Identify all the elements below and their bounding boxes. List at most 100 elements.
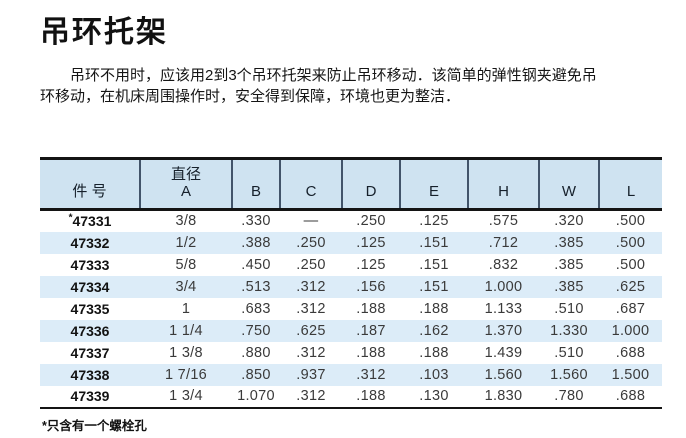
value-cell: .312 — [356, 366, 386, 383]
part-number-cell: 47335 — [70, 300, 110, 317]
part-number-cell: 47337 — [70, 344, 110, 361]
value-cell: — — [303, 213, 319, 230]
value-cell: .683 — [241, 300, 271, 317]
table-row: 47333 5/8 .450 .250 .125 .151 .832 .385 .500 — [40, 254, 662, 276]
table-body: *47331 3/8 .330 — .250 .125 .575 .320 .500 47332 1… — [40, 210, 662, 408]
value-cell: .250 — [296, 234, 326, 251]
value-cell: .510 — [554, 344, 584, 361]
table-row: 47337 1 3/8 .880 .312 .188 .188 1.439 .510 .688 — [40, 342, 662, 364]
value-cell: 5/8 — [175, 256, 197, 273]
table-row: 47334 3/4 .513 .312 .156 .151 1.000 .385 .625 — [40, 275, 662, 298]
value-cell: .450 — [241, 256, 271, 273]
value-cell: .625 — [615, 278, 646, 295]
table-row: *47331 3/8 .330 — .250 .125 .575 .320 .500 — [40, 210, 662, 232]
intro-line-1: 吊环不用时，应该用2到3个吊环托架来防止吊环移动．该简单的弹性钢夹避免吊 — [70, 67, 597, 84]
value-cell: .162 — [419, 322, 449, 339]
value-cell: 1.500 — [611, 366, 650, 383]
value-cell: .188 — [419, 300, 449, 317]
intro-paragraph: 吊环不用时，应该用2到3个吊环托架来防止吊环移动．该简单的弹性钢夹避免吊 环移动… — [40, 65, 664, 107]
value-cell: .188 — [356, 300, 386, 317]
value-cell: .385 — [554, 234, 584, 251]
column-header-d: D — [342, 158, 401, 210]
footnote-asterisk: * — [68, 212, 73, 224]
value-cell: .151 — [419, 234, 449, 251]
value-cell: .151 — [419, 278, 449, 295]
value-cell: 1.133 — [484, 300, 523, 317]
value-cell: .250 — [356, 213, 386, 230]
value-cell: .937 — [296, 366, 326, 383]
value-cell: 1.070 — [237, 388, 275, 404]
value-cell: 1/2 — [175, 234, 197, 251]
column-header-part: 件 号 — [40, 158, 141, 210]
table-row: 47332 1/2 .388 .250 .125 .151 .712 .385 .500 — [40, 231, 662, 254]
value-cell: .513 — [241, 278, 271, 295]
value-cell: .500 — [615, 256, 646, 273]
value-cell: .688 — [615, 388, 646, 404]
value-cell: 1.560 — [550, 366, 588, 383]
table-row: 47335 1 .683 .312 .188 .188 1.133 .510 .687 — [40, 298, 662, 320]
part-number-cell: *47331 — [68, 212, 112, 230]
value-cell: 3/4 — [175, 278, 197, 295]
value-cell: .330 — [241, 213, 271, 230]
value-cell: 3/8 — [175, 213, 197, 230]
column-header-b: B — [232, 158, 281, 210]
value-cell: 1 1/4 — [169, 322, 203, 339]
value-cell: .388 — [241, 234, 271, 251]
value-cell: .156 — [356, 278, 386, 295]
value-cell: .880 — [241, 344, 271, 361]
value-cell: .151 — [419, 256, 449, 273]
table-row: 47338 1 7/16 .850 .937 .312 .103 1.560 1.560 1.5… — [40, 363, 662, 386]
value-cell: .312 — [296, 300, 326, 317]
value-cell: .850 — [241, 366, 271, 383]
part-number-cell: 47332 — [70, 234, 110, 251]
value-cell: .188 — [356, 388, 386, 404]
page-title: 吊环托架 — [40, 16, 168, 49]
value-cell: 1.370 — [484, 322, 523, 339]
value-cell: 1 3/4 — [169, 388, 203, 404]
value-cell: .188 — [356, 344, 386, 361]
intro-line-2: 环移动，在机床周围操作时，安全得到保障，环境也更为整洁． — [40, 88, 461, 105]
value-cell: .320 — [554, 213, 584, 230]
value-cell: .500 — [615, 234, 646, 251]
value-cell: .780 — [554, 388, 584, 404]
value-cell: 1.830 — [484, 388, 523, 404]
part-number-cell: 47339 — [70, 388, 110, 404]
value-cell: 1.330 — [550, 322, 588, 339]
value-cell: .130 — [419, 388, 449, 404]
part-number-cell: 47336 — [70, 322, 110, 339]
value-cell: 1 — [181, 300, 191, 317]
value-cell: 1 3/8 — [169, 344, 203, 361]
column-header-w: W — [539, 158, 600, 210]
value-cell: .832 — [488, 256, 519, 273]
value-cell: 1.000 — [611, 322, 650, 339]
column-header-dia-a: 直径 A — [140, 158, 233, 210]
value-cell: .125 — [356, 234, 386, 251]
column-header-c: C — [280, 158, 343, 210]
column-header-l: L — [599, 158, 662, 210]
value-cell: .510 — [554, 300, 584, 317]
value-cell: 1.000 — [484, 278, 523, 295]
part-number-cell: 47333 — [70, 256, 110, 273]
value-cell: .187 — [356, 322, 386, 339]
value-cell: .688 — [615, 344, 646, 361]
value-cell: 1 7/16 — [164, 366, 208, 383]
value-cell: 1.560 — [484, 366, 523, 383]
value-cell: .575 — [488, 213, 519, 230]
value-cell: .385 — [554, 256, 584, 273]
column-header-e: E — [400, 158, 469, 210]
value-cell: .312 — [296, 344, 326, 361]
value-cell: .103 — [419, 366, 449, 383]
value-cell: .125 — [419, 213, 449, 230]
value-cell: .125 — [356, 256, 386, 273]
value-cell: .385 — [554, 278, 584, 295]
value-cell: .500 — [615, 213, 646, 230]
table-row: 47339 1 3/4 1.070 .312 .188 .130 1.830 .780 .688 — [40, 386, 662, 408]
value-cell: .687 — [615, 300, 646, 317]
table-row: 47336 1 1/4 .750 .625 .187 .162 1.370 1.330 1.00… — [40, 319, 662, 342]
part-number-cell: 47338 — [70, 366, 110, 383]
value-cell: .625 — [296, 322, 326, 339]
